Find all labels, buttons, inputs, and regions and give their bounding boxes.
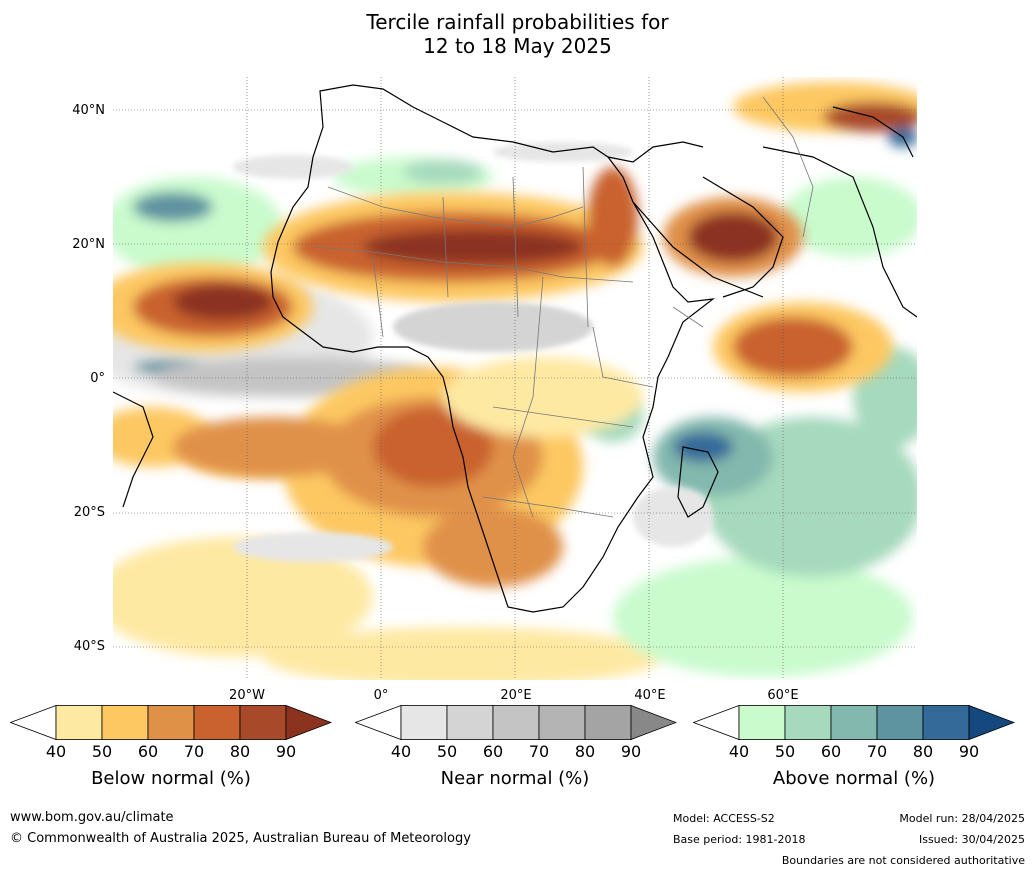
colorbar-segment	[101, 705, 149, 740]
colorbar-tick-label: 40	[390, 742, 412, 761]
colorbar-tick-label: 70	[866, 742, 888, 761]
colorbar-tick-label: 50	[91, 742, 113, 761]
colorbar-tick-label: 90	[275, 742, 297, 761]
colorbar-label-above: Above normal (%)	[772, 768, 936, 789]
boundaries-note: Boundaries are not considered authoritat…	[781, 854, 1025, 867]
lon-label-20e: 20°E	[500, 688, 532, 703]
colorbar-below-normal	[10, 705, 332, 741]
colorbar-tick-label: 40	[45, 742, 67, 761]
lat-label-equator: 0°	[90, 371, 105, 386]
colorbar-tick-label: 50	[436, 742, 458, 761]
colorbar-label-near: Near normal (%)	[440, 768, 590, 789]
map-title-line2: 12 to 18 May 2025	[423, 34, 612, 58]
colorbar-tick-label: 60	[137, 742, 159, 761]
country-borders	[312, 96, 814, 518]
colorbar-extend-high	[630, 705, 677, 741]
colorbar-segment	[922, 705, 970, 740]
colorbar-tick-label: 80	[574, 742, 596, 761]
colorbar-tick-label: 70	[528, 742, 550, 761]
below-normal-shading	[113, 167, 893, 587]
model-run-date: Model run: 28/04/2025	[899, 812, 1025, 825]
colorbar-segment	[784, 705, 832, 740]
colorbar-tick-label: 60	[482, 742, 504, 761]
colorbar-extend-low	[693, 705, 740, 741]
lon-label-20w: 20°W	[229, 688, 265, 703]
colorbar-extend-low	[10, 705, 57, 741]
colorbar-tick-label: 40	[728, 742, 750, 761]
base-period: Base period: 1981-2018	[673, 833, 806, 846]
colorbar-tick-label: 90	[958, 742, 980, 761]
rainfall-probability-map	[113, 77, 917, 680]
colorbar-segment	[147, 705, 195, 740]
colorbar-near-normal	[355, 705, 677, 741]
lat-label-20n: 20°N	[72, 237, 105, 252]
colorbar-segment	[538, 705, 586, 740]
lat-label-20s: 20°S	[73, 505, 105, 520]
lon-label-0: 0°	[373, 688, 389, 703]
colorbar-segment	[584, 705, 632, 740]
map-title-line1: Tercile rainfall probabilities for	[366, 10, 669, 34]
colorbar-segment	[446, 705, 494, 740]
website-link[interactable]: www.bom.gov.au/climate	[10, 810, 174, 825]
colorbar-segment	[239, 705, 287, 740]
colorbar-tick-label: 80	[229, 742, 251, 761]
copyright-text: © Commonwealth of Australia 2025, Austra…	[10, 831, 471, 846]
colorbar-tick-label: 50	[774, 742, 796, 761]
colorbar-extend-low	[355, 705, 402, 741]
issued-date: Issued: 30/04/2025	[918, 833, 1025, 846]
colorbar-tick-label: 70	[183, 742, 205, 761]
colorbar-tick-label: 60	[820, 742, 842, 761]
colorbar-extend-high	[285, 705, 332, 741]
colorbar-label-below: Below normal (%)	[91, 768, 251, 789]
colorbar-segment	[492, 705, 540, 740]
near-normal-shading	[233, 142, 713, 562]
coastline	[113, 84, 917, 613]
colorbar-extend-high	[968, 705, 1015, 741]
lon-label-60e: 60°E	[767, 688, 799, 703]
colorbar-segment	[55, 705, 103, 740]
lat-label-40s: 40°S	[73, 639, 105, 654]
colorbar-tick-label: 90	[620, 742, 642, 761]
colorbar-segment	[876, 705, 924, 740]
colorbar-segment	[738, 705, 786, 740]
lon-label-40e: 40°E	[634, 688, 666, 703]
model-name: Model: ACCESS-S2	[673, 812, 775, 825]
colorbar-tick-label: 80	[912, 742, 934, 761]
lat-label-40n: 40°N	[72, 103, 105, 118]
colorbar-segment	[400, 705, 448, 740]
colorbar-segment	[193, 705, 241, 740]
colorbar-segment	[830, 705, 878, 740]
colorbar-above-normal	[693, 705, 1015, 741]
